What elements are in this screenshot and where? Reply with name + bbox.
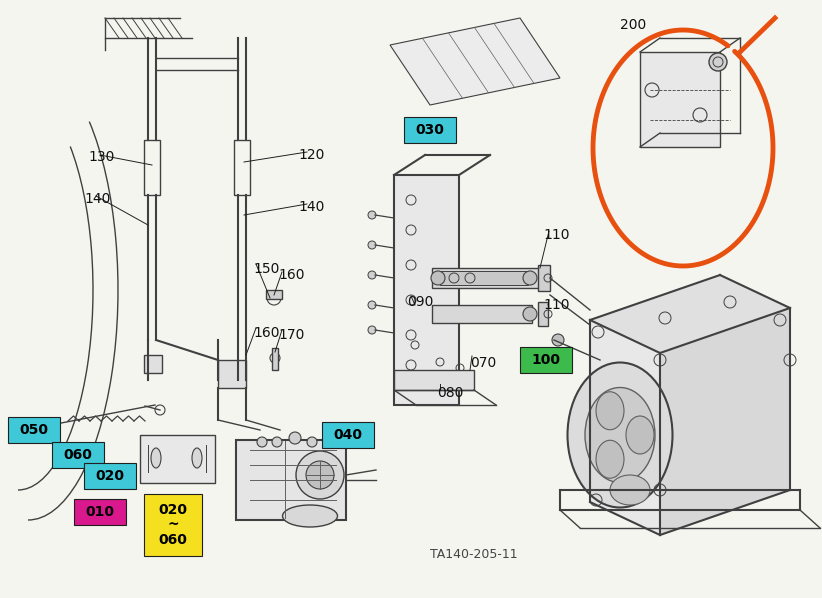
Bar [640, 52, 720, 147]
Circle shape [289, 432, 301, 444]
Bar [144, 355, 162, 373]
Bar [404, 117, 456, 143]
Bar [394, 370, 474, 390]
Bar [144, 140, 160, 195]
Ellipse shape [283, 505, 338, 527]
Text: 160: 160 [278, 268, 304, 282]
Text: 020: 020 [95, 469, 124, 483]
Bar [236, 440, 346, 520]
Ellipse shape [596, 440, 624, 478]
Text: 120: 120 [298, 148, 325, 162]
Polygon shape [590, 275, 790, 353]
Circle shape [431, 271, 445, 285]
Text: 140: 140 [84, 192, 110, 206]
Text: 130: 130 [88, 150, 114, 164]
Circle shape [368, 271, 376, 279]
Polygon shape [660, 308, 790, 535]
Ellipse shape [626, 416, 654, 454]
Circle shape [368, 326, 376, 334]
Text: 060: 060 [63, 448, 92, 462]
Bar [8, 417, 60, 443]
Circle shape [368, 301, 376, 309]
Text: 020
~
060: 020 ~ 060 [159, 503, 187, 547]
Bar [234, 140, 250, 195]
Bar [538, 265, 550, 291]
Bar [394, 175, 459, 405]
Bar [272, 348, 278, 370]
Text: TA140-205-11: TA140-205-11 [430, 548, 518, 561]
Polygon shape [590, 320, 660, 535]
Bar [520, 347, 572, 373]
Bar [144, 494, 202, 556]
Circle shape [272, 437, 282, 447]
Bar [52, 442, 104, 468]
Circle shape [368, 241, 376, 249]
Bar [322, 422, 374, 448]
Circle shape [307, 437, 317, 447]
Circle shape [709, 53, 727, 71]
Polygon shape [390, 18, 560, 105]
Bar [432, 268, 540, 288]
Text: 040: 040 [334, 428, 363, 442]
Bar [42, 420, 56, 429]
Text: 050: 050 [20, 423, 48, 437]
Ellipse shape [596, 392, 624, 430]
Text: 140: 140 [298, 200, 325, 214]
Text: 100: 100 [532, 353, 561, 367]
Bar [538, 302, 548, 326]
Bar [218, 360, 246, 388]
Ellipse shape [192, 448, 202, 468]
Text: 160: 160 [253, 326, 279, 340]
Circle shape [523, 307, 537, 321]
Text: 170: 170 [278, 328, 304, 342]
Bar [84, 463, 136, 489]
Circle shape [552, 334, 564, 346]
Circle shape [296, 451, 344, 499]
Ellipse shape [151, 448, 161, 468]
Circle shape [523, 271, 537, 285]
Text: 150: 150 [253, 262, 279, 276]
Bar [266, 290, 282, 299]
Text: 030: 030 [416, 123, 445, 137]
Text: 090: 090 [407, 295, 433, 309]
Text: 200: 200 [620, 18, 646, 32]
Text: 010: 010 [85, 505, 114, 519]
Ellipse shape [585, 388, 655, 483]
Text: 080: 080 [437, 386, 464, 400]
Bar [432, 305, 532, 323]
Text: 110: 110 [543, 298, 570, 312]
Ellipse shape [610, 475, 650, 505]
Bar [74, 499, 126, 525]
Ellipse shape [567, 362, 672, 508]
Text: 110: 110 [543, 228, 570, 242]
Circle shape [368, 211, 376, 219]
Circle shape [257, 437, 267, 447]
Bar [440, 271, 528, 285]
Bar [140, 435, 215, 483]
Text: 070: 070 [470, 356, 496, 370]
Circle shape [306, 461, 334, 489]
